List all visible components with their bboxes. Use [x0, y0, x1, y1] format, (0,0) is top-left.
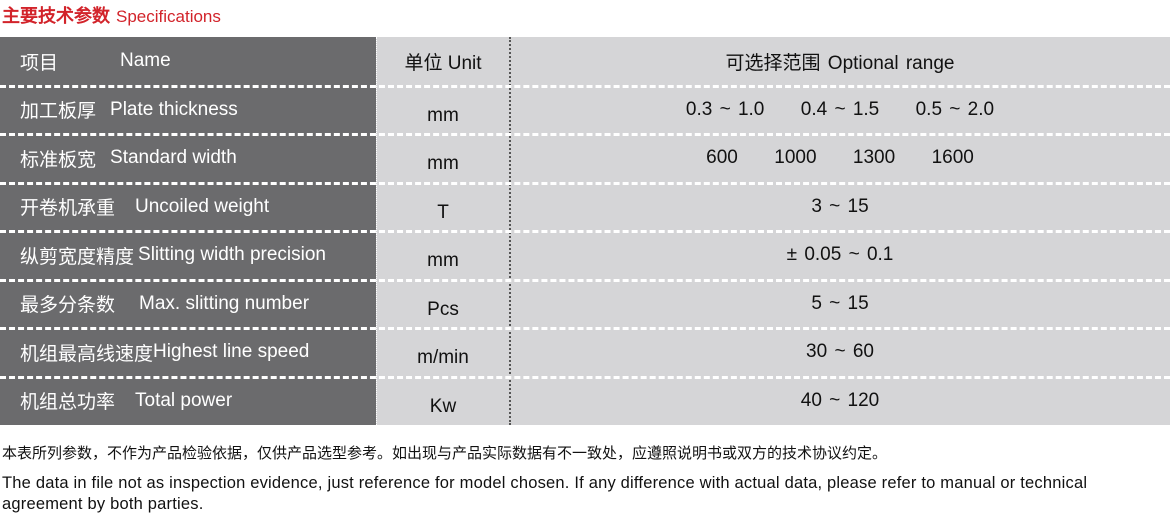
row-range: 40 ~ 120	[800, 389, 880, 411]
section-title: 主要技术参数 Specifications	[2, 2, 221, 28]
row-unit: Kw	[429, 395, 457, 417]
row-divider	[0, 230, 1170, 233]
spec-table: 项目 Name 单位 Unit 可选择范围 Optional range 加工板厚…	[0, 37, 1170, 425]
row-divider	[0, 181, 1170, 185]
row-divider	[0, 84, 1170, 88]
row-name: 加工板厚 Plate thickness	[20, 86, 238, 135]
table-header: 项目 Name 单位 Unit 可选择范围 Optional range	[0, 37, 1170, 88]
table-row: 加工板厚 Plate thickness mm 0.3 ~ 1.0 0.4 ~ 1…	[0, 86, 1170, 136]
row-name: 标准板宽 Standard width	[20, 134, 237, 183]
row-unit: mm	[427, 250, 459, 272]
row-range: ± 0.05 ~ 0.1	[786, 244, 894, 266]
note-en: The data in file not as inspection evide…	[2, 474, 1088, 513]
row-unit: mm	[427, 153, 459, 175]
row-name-en: Highest line speed	[153, 341, 310, 363]
table-row: 标准板宽 Standard width mm 600 1000 1300 1600	[0, 134, 1170, 185]
row-range: 5 ~ 15	[811, 292, 869, 314]
header-unit: 单位 Unit	[404, 52, 482, 74]
header-name-cn: 项目	[20, 52, 59, 74]
title-cn: 主要技术参数	[2, 6, 110, 26]
row-name-en: Uncoiled weight	[135, 195, 270, 217]
header-name: 项目 Name	[20, 37, 171, 86]
table-row: 机组总功率 Total power Kw 40 ~ 120	[0, 377, 1170, 426]
table-row: 机组最高线速度 Highest line speed m/min 30 ~ 60	[0, 328, 1170, 379]
row-name-cn: 开卷机承重	[20, 198, 116, 220]
row-name-cn: 最多分条数	[20, 295, 116, 317]
row-name: 开卷机承重 Uncoiled weight	[20, 183, 269, 232]
row-name-cn: 标准板宽	[20, 149, 97, 171]
row-unit: Pcs	[427, 298, 459, 320]
row-unit: mm	[427, 104, 459, 126]
row-divider	[0, 133, 1170, 136]
header-name-en: Name	[120, 50, 171, 72]
row-name-cn: 加工板厚	[20, 101, 97, 123]
row-name: 机组总功率 Total power	[20, 377, 232, 426]
row-name: 最多分条数 Max. slitting number	[20, 280, 309, 329]
row-range: 600 1000 1300 1600	[706, 147, 974, 169]
table-row: 开卷机承重 Uncoiled weight T 3 ~ 15	[0, 183, 1170, 233]
row-range: 0.3 ~ 1.0 0.4 ~ 1.5 0.5 ~ 2.0	[685, 98, 995, 120]
row-name-en: Slitting width precision	[138, 244, 326, 266]
title-en: Specifications	[116, 7, 221, 26]
row-unit: T	[437, 201, 449, 223]
row-name-cn: 机组最高线速度	[20, 343, 154, 365]
row-range: 30 ~ 60	[806, 341, 874, 363]
row-name: 机组最高线速度 Highest line speed	[20, 328, 309, 377]
row-name-en: Total power	[135, 389, 233, 411]
row-name-cn: 机组总功率	[20, 392, 116, 414]
row-range: 3 ~ 15	[811, 195, 869, 217]
row-unit: m/min	[417, 347, 469, 369]
row-divider	[0, 327, 1170, 330]
row-name-en: Plate thickness	[110, 98, 238, 120]
table-row: 纵剪宽度精度 Slitting width precision mm ± 0.05…	[0, 231, 1170, 282]
row-name-en: Max. slitting number	[139, 292, 310, 314]
header-range: 可选择范围 Optional range	[725, 52, 955, 74]
row-name-cn: 纵剪宽度精度	[20, 246, 135, 268]
row-name-en: Standard width	[110, 147, 237, 169]
row-divider	[0, 278, 1170, 282]
table-row: 最多分条数 Max. slitting number Pcs 5 ~ 15	[0, 280, 1170, 330]
row-divider	[0, 375, 1170, 379]
note-cn: 本表所列参数，不作为产品检验依据，仅供产品选型参考。如出现与产品实际数据有不一致…	[2, 445, 888, 462]
row-name: 纵剪宽度精度 Slitting width precision	[20, 231, 326, 280]
